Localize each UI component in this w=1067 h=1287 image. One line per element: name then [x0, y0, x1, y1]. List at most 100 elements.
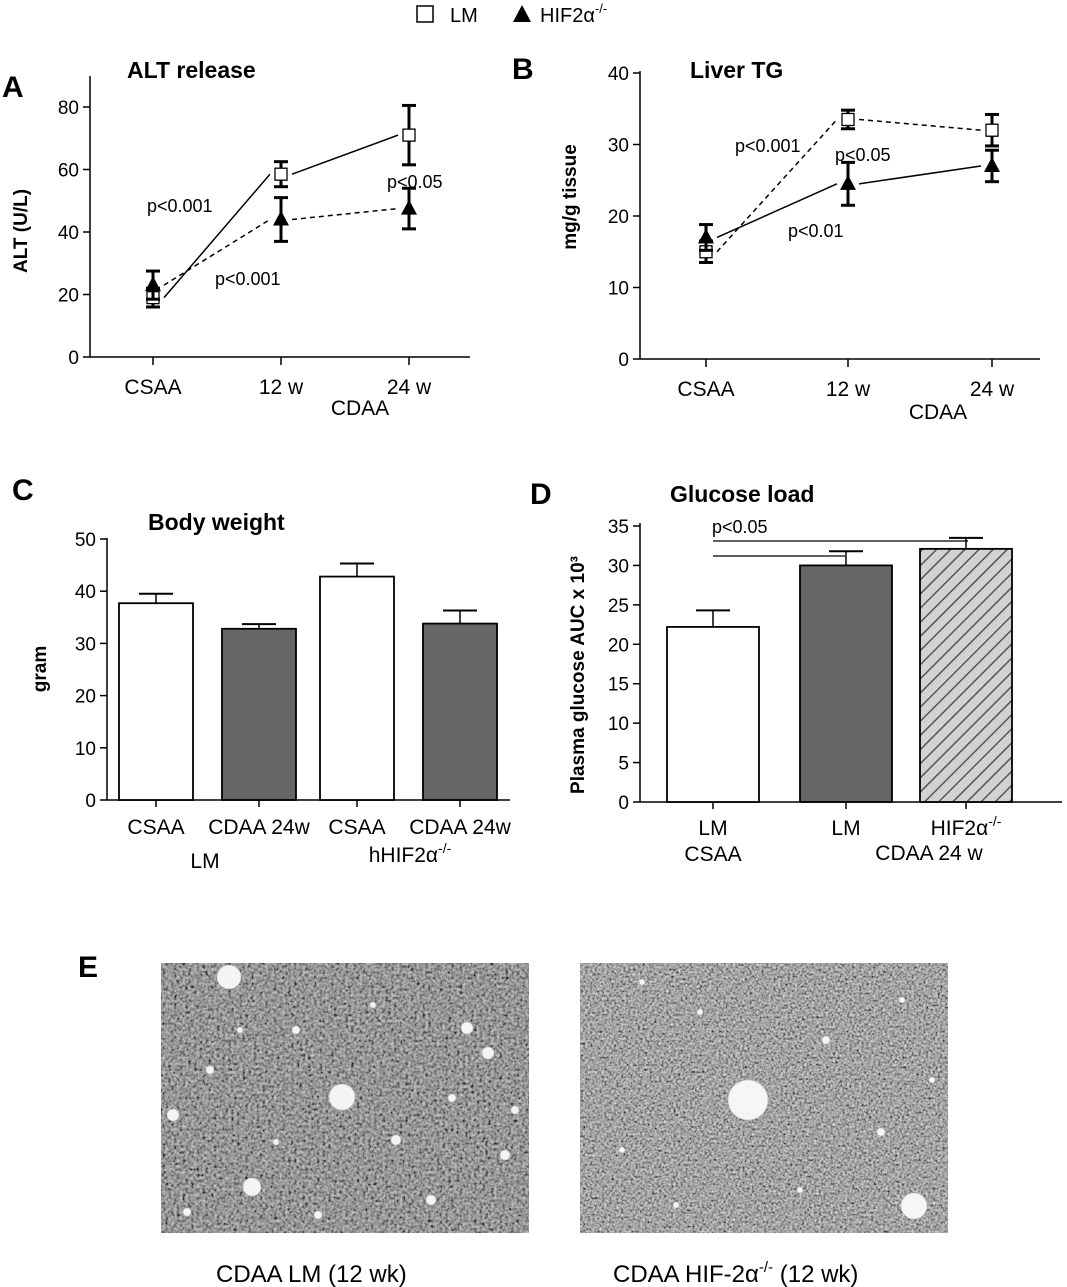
panel-letter-c: C	[12, 474, 34, 507]
p-value-annotation: p<0.001	[215, 269, 281, 289]
y-tick-label: 30	[608, 556, 629, 577]
series-line-segment	[858, 165, 982, 185]
series-line-segment	[716, 118, 838, 253]
p-value-annotation: p<0.05	[387, 172, 443, 192]
y-axis-label: ALT (U/L)	[11, 189, 32, 273]
y-tick-label: 40	[75, 582, 96, 603]
p-value-annotation: p<0.05	[835, 145, 891, 165]
p-value-annotation: p<0.01	[788, 221, 844, 241]
x-tick-label: CSAA	[124, 376, 181, 399]
x-tick-label: CSAA	[328, 816, 385, 839]
x-tick-label: 12 w	[259, 376, 304, 399]
p-value-annotation: p<0.001	[147, 196, 213, 216]
x-tick-label: 24 w	[387, 376, 432, 399]
bar	[319, 575, 395, 801]
y-tick-label: 30	[75, 634, 96, 655]
y-tick-label: 10	[75, 739, 96, 760]
p-value-annotation: p<0.001	[735, 136, 801, 156]
data-point-hif2a	[840, 174, 856, 190]
series-line-segment	[163, 218, 271, 286]
y-tick-label: 10	[608, 714, 629, 735]
y-tick-label: 20	[608, 635, 629, 656]
significance-bracket	[713, 540, 968, 557]
y-tick-label: 80	[58, 98, 79, 119]
panel-a: A ALT release ALT (U/L) 0 20 40 60 80 CSAA 12…	[2, 57, 470, 420]
group-label: CDAA 24 w	[875, 842, 983, 865]
x-tick-label: 24 w	[970, 378, 1015, 401]
bar	[118, 602, 194, 801]
series-line-segment	[291, 134, 399, 175]
y-tick-label: 30	[608, 136, 629, 157]
y-tick-label: 50	[75, 530, 96, 551]
data-point-lm	[985, 123, 999, 137]
legend-hif-marker	[513, 5, 531, 22]
y-tick-label: 40	[608, 64, 629, 85]
x-tick-label: CSAA	[127, 816, 184, 839]
y-tick-label: 20	[58, 286, 79, 307]
y-tick-label: 0	[618, 350, 629, 371]
y-axis-label: mg/g tissue	[560, 144, 581, 250]
data-point-hif2a	[401, 199, 417, 215]
chart-title: ALT release	[127, 57, 256, 83]
y-tick-label: 10	[608, 279, 629, 300]
y-tick-label: 0	[85, 791, 96, 812]
y-axis-label: gram	[30, 646, 51, 692]
y-tick-label: 15	[608, 675, 629, 696]
series-line-segment	[163, 173, 271, 299]
series-line-segment	[716, 183, 838, 239]
x-tick-label: CDAA 24w	[409, 816, 511, 839]
image-caption: CDAA LM (12 wk)	[216, 1261, 407, 1287]
group-label: LM	[190, 850, 219, 873]
panel-letter-b: B	[512, 53, 534, 86]
panel-letter-a: A	[2, 71, 24, 104]
y-tick-label: 0	[68, 348, 79, 369]
image-caption: CDAA HIF-2α-/- (12 wk)	[613, 1259, 858, 1287]
bar	[422, 622, 498, 801]
data-point-lm	[274, 167, 288, 181]
panel-letter-d: D	[530, 478, 552, 511]
x-tick-label: CSAA	[684, 843, 741, 866]
chart-title: Body weight	[148, 509, 285, 535]
group-label: CDAA	[331, 397, 389, 420]
data-point-hif2a	[984, 156, 1000, 172]
bar	[799, 564, 893, 803]
bar	[666, 626, 760, 803]
bar	[221, 627, 297, 801]
p-value-annotation: p<0.05	[712, 517, 768, 537]
chart-title: Liver TG	[690, 57, 783, 83]
data-point-lm	[402, 128, 416, 142]
x-tick-label: CSAA	[677, 378, 734, 401]
x-tick-label: LM	[831, 817, 860, 840]
y-tick-label: 5	[618, 754, 629, 775]
data-point-hif2a	[698, 228, 714, 244]
series-line-segment	[291, 207, 399, 221]
histology-image-lm	[161, 963, 529, 1233]
legend-lm-marker	[416, 5, 434, 23]
group-label: CDAA	[909, 401, 967, 424]
y-tick-label: 25	[608, 596, 629, 617]
histology-image-hif2a	[580, 963, 948, 1233]
y-tick-label: 20	[608, 207, 629, 228]
x-tick-label: 12 w	[826, 378, 871, 401]
bar	[919, 547, 1013, 803]
panel-d: D Glucose load Plasma glucose AUC x 10³ …	[530, 478, 1062, 866]
data-point-hif2a	[273, 210, 289, 226]
y-axis-label: Plasma glucose AUC x 10³	[568, 556, 589, 794]
chart-title: Glucose load	[670, 481, 814, 507]
legend-lm-label: LM	[450, 5, 478, 27]
panel-letter-e: E	[78, 951, 98, 984]
panel-c: C Body weight gram 0 10 20 30 40 50 CSAA CDAA …	[12, 474, 512, 873]
panel-e: E	[78, 951, 948, 1287]
y-tick-label: 0	[618, 793, 629, 814]
y-tick-label: 60	[58, 161, 79, 182]
y-tick-label: 20	[75, 687, 96, 708]
panel-b: B Liver TG mg/g tissue 0 10 20 30 40 CSAA 12 …	[512, 53, 1040, 424]
series-line-segment	[858, 118, 982, 131]
legend-hif-label: HIF2α-/-	[540, 1, 607, 27]
x-tick-label: CDAA 24w	[208, 816, 310, 839]
group-label: hHIF2α-/-	[369, 840, 452, 867]
x-tick-label: HIF2α-/-	[931, 813, 1002, 840]
x-tick-label: LM	[698, 817, 727, 840]
legend: LM HIF2α-/-	[416, 1, 607, 27]
